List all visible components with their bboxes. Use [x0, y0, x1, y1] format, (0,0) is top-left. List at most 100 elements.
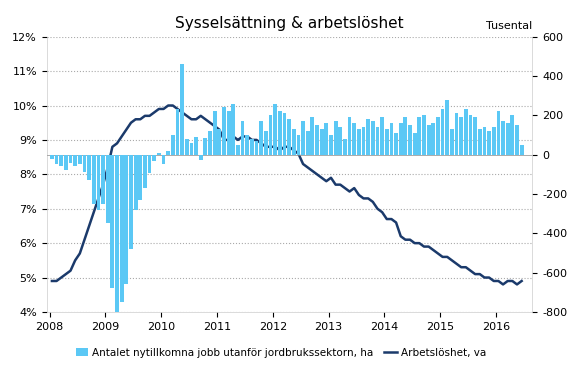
- Bar: [97, 155, 100, 210]
- Bar: [134, 155, 137, 210]
- Bar: [54, 155, 59, 164]
- Bar: [511, 115, 514, 155]
- Bar: [139, 155, 142, 200]
- Bar: [329, 135, 333, 155]
- Bar: [218, 129, 221, 155]
- Bar: [254, 141, 259, 155]
- Bar: [338, 127, 342, 155]
- Legend: Antalet nytillkomna jobb utanför jordbrukssektorn, ha, Arbetslöshet, va: Antalet nytillkomna jobb utanför jordbru…: [71, 344, 490, 362]
- Bar: [147, 155, 152, 173]
- Bar: [259, 121, 263, 155]
- Bar: [176, 109, 180, 155]
- Bar: [283, 113, 286, 155]
- Bar: [208, 131, 212, 155]
- Bar: [399, 123, 402, 155]
- Bar: [82, 155, 87, 172]
- Bar: [315, 125, 319, 155]
- Bar: [245, 135, 249, 155]
- Bar: [478, 129, 481, 155]
- Bar: [227, 112, 230, 155]
- Bar: [264, 131, 268, 155]
- Bar: [343, 139, 347, 155]
- Bar: [152, 155, 156, 161]
- Bar: [515, 125, 519, 155]
- Bar: [125, 155, 128, 284]
- Bar: [213, 112, 216, 155]
- Title: Sysselsättning & arbetslöshet: Sysselsättning & arbetslöshet: [176, 17, 404, 31]
- Bar: [497, 112, 500, 155]
- Bar: [278, 112, 282, 155]
- Text: Tusental: Tusental: [486, 21, 532, 31]
- Bar: [120, 155, 123, 302]
- Bar: [50, 155, 54, 159]
- Bar: [129, 155, 133, 249]
- Bar: [408, 125, 412, 155]
- Bar: [269, 115, 273, 155]
- Bar: [431, 123, 435, 155]
- Bar: [347, 117, 352, 155]
- Bar: [287, 119, 291, 155]
- Bar: [404, 117, 407, 155]
- Bar: [506, 123, 510, 155]
- Bar: [240, 121, 245, 155]
- Bar: [236, 145, 240, 155]
- Bar: [273, 103, 277, 155]
- Bar: [73, 155, 77, 167]
- Bar: [204, 138, 207, 155]
- Bar: [232, 103, 235, 155]
- Bar: [371, 121, 375, 155]
- Bar: [352, 123, 356, 155]
- Bar: [143, 155, 147, 188]
- Bar: [101, 155, 105, 204]
- Bar: [199, 155, 202, 160]
- Bar: [492, 127, 495, 155]
- Bar: [301, 121, 305, 155]
- Bar: [413, 133, 417, 155]
- Bar: [441, 109, 445, 155]
- Bar: [190, 143, 193, 155]
- Bar: [469, 115, 473, 155]
- Bar: [157, 153, 161, 155]
- Bar: [394, 133, 398, 155]
- Bar: [436, 117, 440, 155]
- Bar: [166, 151, 170, 155]
- Bar: [473, 117, 477, 155]
- Bar: [390, 123, 393, 155]
- Bar: [106, 155, 109, 224]
- Bar: [445, 99, 449, 155]
- Bar: [376, 127, 380, 155]
- Bar: [292, 129, 295, 155]
- Bar: [459, 117, 463, 155]
- Bar: [171, 135, 175, 155]
- Bar: [501, 121, 505, 155]
- Bar: [333, 121, 338, 155]
- Bar: [87, 155, 91, 180]
- Bar: [161, 155, 166, 164]
- Bar: [450, 129, 454, 155]
- Bar: [357, 129, 361, 155]
- Bar: [115, 155, 119, 312]
- Bar: [194, 137, 198, 155]
- Bar: [68, 155, 73, 163]
- Bar: [325, 123, 328, 155]
- Bar: [111, 155, 114, 288]
- Bar: [180, 64, 184, 155]
- Bar: [64, 155, 68, 170]
- Bar: [185, 139, 189, 155]
- Bar: [320, 129, 324, 155]
- Bar: [297, 135, 300, 155]
- Bar: [306, 131, 309, 155]
- Bar: [464, 109, 468, 155]
- Bar: [418, 117, 421, 155]
- Bar: [483, 127, 486, 155]
- Bar: [78, 155, 82, 164]
- Bar: [385, 129, 388, 155]
- Bar: [366, 119, 370, 155]
- Bar: [222, 108, 226, 155]
- Bar: [92, 155, 96, 204]
- Bar: [250, 139, 254, 155]
- Bar: [422, 115, 426, 155]
- Bar: [487, 131, 491, 155]
- Bar: [362, 127, 366, 155]
- Bar: [380, 117, 384, 155]
